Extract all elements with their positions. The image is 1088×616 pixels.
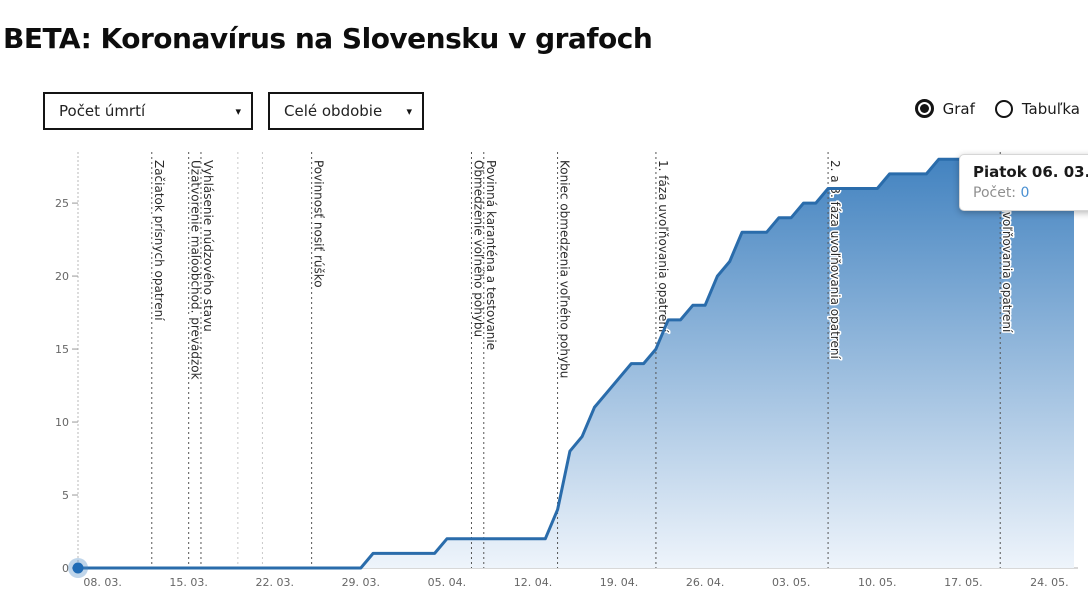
tooltip-value: 0 [1020, 185, 1030, 201]
annotation-label: Obmedzenie voľného pohybu [471, 160, 485, 337]
x-tick-label: 12. 04. [514, 576, 552, 589]
radio-graf[interactable]: Graf [914, 99, 975, 118]
x-tick-label: 08. 03. [83, 576, 121, 589]
annotation-label: Vyhlásenie núdzového stavu [201, 160, 215, 332]
x-tick-label: 10. 05. [858, 576, 896, 589]
annotation-label: Začiatok prísnych opatrení [152, 160, 166, 321]
annotation-label: Povinná karanténa a testovanie [484, 160, 498, 350]
x-tick-label: 29. 03. [342, 576, 380, 589]
radio-graf-label: Graf [942, 99, 975, 118]
x-tick-label: 05. 04. [428, 576, 466, 589]
annotation-label: Koniec obmedzenia voľného pohybu [558, 160, 572, 378]
y-tick-label: 5 [62, 489, 69, 502]
series-line [76, 157, 1076, 570]
area-fill [78, 159, 1074, 569]
x-tick-label: 15. 03. [169, 576, 207, 589]
view-toggle: Graf Tabuľka [914, 99, 1080, 118]
x-tick-label: 22. 03. [255, 576, 293, 589]
annotation-label: Uzatvorenie maloobchod. prevádzok [189, 160, 203, 380]
period-select[interactable]: Celé obdobie ▾ [268, 92, 424, 130]
annotation-label: 1. fáza uvoľňovania opatrení [656, 160, 670, 333]
x-tick-label: 24. 05. [1030, 576, 1068, 589]
period-select-value: Celé obdobie [284, 102, 383, 120]
radio-tabulka[interactable]: Tabuľka [994, 99, 1080, 118]
page-title: BETA: Koronavírus na Slovensku v grafoch [3, 22, 653, 55]
y-tick-label: 15 [55, 343, 69, 356]
tooltip-label: Počet: [973, 185, 1017, 201]
tooltip-date: Piatok 06. 03. [973, 163, 1088, 181]
selected-point-marker [72, 562, 84, 574]
x-tick-label: 26. 04. [686, 576, 724, 589]
x-tick-label: 03. 05. [772, 576, 810, 589]
metric-select[interactable]: Počet úmrtí ▾ [43, 92, 253, 130]
caret-down-icon: ▾ [235, 105, 241, 118]
x-tick-label: 17. 05. [944, 576, 982, 589]
y-tick-label: 10 [55, 416, 69, 429]
x-tick-label: 19. 04. [600, 576, 638, 589]
y-tick-label: 25 [55, 197, 69, 210]
radio-selected-icon [914, 99, 934, 118]
area-chart[interactable]: 0 5 10 15 20 25 08. 03. 15. 03. 22. 03. 29. 03. 05… [0, 141, 1088, 612]
annotation-label: 2. a 3. fáza uvoľňovania opatrení [828, 160, 842, 359]
chart-area: 0 5 10 15 20 25 08. 03. 15. 03. 22. 03. 29. 03. 05… [0, 141, 1088, 612]
caret-down-icon: ▾ [406, 105, 412, 118]
radio-unselected-icon [994, 99, 1013, 118]
radio-tabulka-label: Tabuľka [1021, 99, 1080, 118]
annotation-label: Povinnosť nosiť rúško [312, 160, 326, 288]
chart-tooltip: Piatok 06. 03. Počet: 0 [959, 154, 1088, 211]
metric-select-value: Počet úmrtí [59, 102, 146, 120]
y-tick-label: 0 [62, 562, 69, 575]
y-tick-label: 20 [55, 270, 69, 283]
